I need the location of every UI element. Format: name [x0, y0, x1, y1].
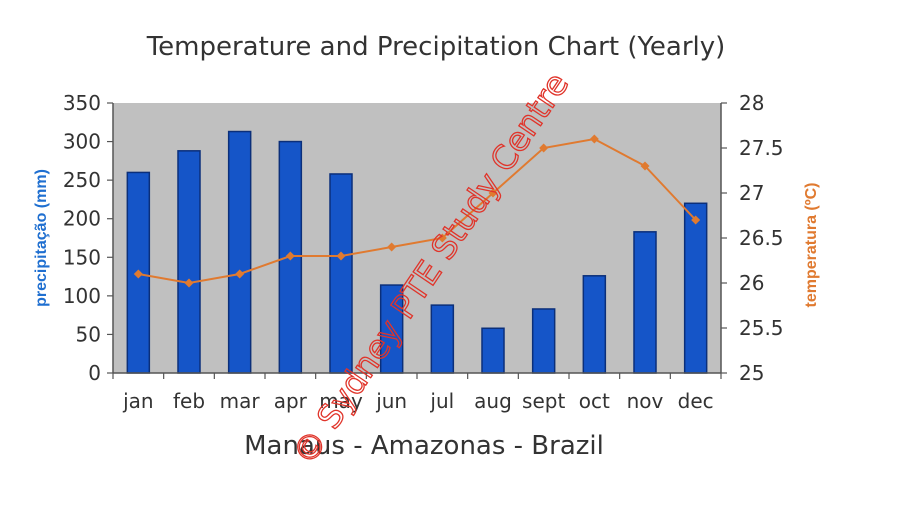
right-axis-label: temperatura (ºC) [803, 183, 820, 308]
temperature-point-jun [387, 242, 397, 252]
x-axis-title: Manaus - Amazonas - Brazil [244, 431, 604, 461]
left-tick-label: 150 [63, 245, 101, 269]
temperature-point-apr [285, 251, 295, 261]
temperature-line-path [138, 137, 697, 285]
right-tick-label: 26.5 [739, 226, 784, 250]
precipitation-bar-feb [177, 150, 201, 374]
plot-area [113, 103, 721, 373]
right-tick-label: 25.5 [739, 316, 784, 340]
x-tick-label-oct: oct [579, 389, 610, 413]
x-tick-label-jul: jul [429, 389, 454, 413]
left-tick-label: 300 [63, 130, 101, 154]
left-tick-label: 0 [88, 361, 101, 385]
temperature-point-mar [235, 269, 245, 279]
temperature-point-sept [539, 143, 549, 153]
left-tick-label: 100 [63, 284, 101, 308]
temperature-point-feb [184, 278, 194, 288]
x-tick-label-may: may [319, 389, 363, 413]
x-tick-label-sept: sept [522, 389, 565, 413]
precipitation-bar-dec [683, 202, 708, 374]
precipitation-bar-oct [582, 275, 607, 374]
x-tick-label-feb: feb [173, 389, 205, 413]
temperature-point-dec [691, 215, 701, 225]
precipitation-bar-aug [481, 327, 505, 374]
x-tick-label-jun: jun [375, 389, 407, 413]
precipitation-bar-may [329, 173, 353, 374]
x-tick-label-apr: apr [274, 389, 308, 413]
x-tick-label-nov: nov [627, 389, 664, 413]
right-axis-ticks: 25 25.5 26 26.5 27 27.5 28 [721, 91, 784, 385]
right-tick-label: 26 [739, 271, 764, 295]
right-tick-label: 28 [739, 91, 764, 115]
temperature-point-jul [437, 233, 447, 243]
precipitation-bar-mar [227, 130, 252, 374]
left-tick-label: 50 [76, 322, 101, 346]
temperature-point-jan [133, 269, 143, 279]
left-tick-label: 200 [63, 207, 101, 231]
precipitation-bar-sept [531, 308, 556, 374]
temperature-point-oct [589, 134, 599, 144]
precipitation-bar-jul [430, 304, 455, 374]
temperature-point-may [336, 251, 346, 261]
right-tick-label: 25 [739, 361, 764, 385]
right-tick-label: 27.5 [739, 136, 784, 160]
x-tick-label-jan: jan [122, 389, 154, 413]
left-axis-label: precipitação (mm) [33, 169, 50, 307]
x-tick-label-dec: dec [678, 389, 714, 413]
x-tick-label-aug: aug [474, 389, 512, 413]
temperature-point-aug [488, 188, 498, 198]
x-tick-label-mar: mar [220, 389, 261, 413]
temperature-line [133, 134, 701, 288]
x-axis-ticks: jan feb mar apr may jun jul aug sept oct nov dec [112, 373, 722, 413]
temperature-point-nov [640, 161, 650, 171]
chart-title: Temperature and Precipitation Chart (Yea… [146, 32, 726, 62]
precipitation-bar-nov [633, 231, 657, 374]
left-axis-ticks: 0 50 100 150 200 250 300 350 [63, 91, 113, 385]
right-tick-label: 27 [739, 181, 764, 205]
left-tick-label: 250 [63, 168, 101, 192]
left-tick-label: 350 [63, 91, 101, 115]
